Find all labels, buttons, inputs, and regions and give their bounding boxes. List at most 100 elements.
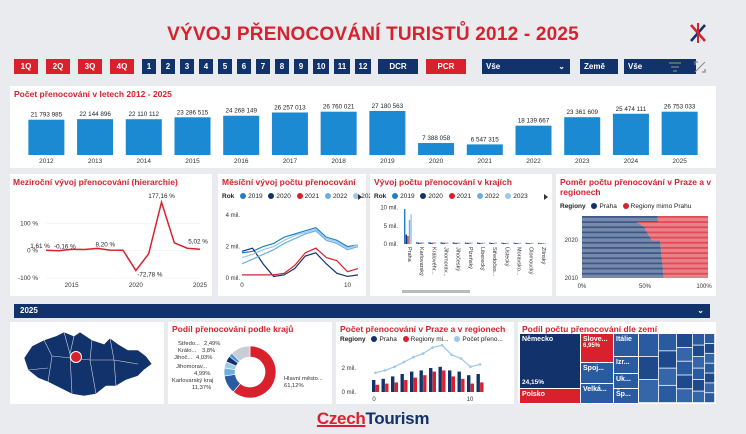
regions-legend-2020[interactable]: 2020	[428, 193, 443, 200]
share-bar-regions	[648, 233, 708, 235]
annual-value-label: 26 760 021	[323, 104, 355, 111]
filter-month-2-button[interactable]: 2	[161, 59, 175, 74]
filter-month-11-button[interactable]: 11	[334, 59, 350, 74]
monthly-legend-title: Rok	[222, 193, 235, 200]
regions-y-tick: 0 mil.	[384, 242, 399, 248]
regions-bar	[471, 242, 473, 244]
filter-month-1-button[interactable]: 1	[142, 59, 156, 74]
filter-month-12-button[interactable]: 12	[355, 59, 371, 74]
regions-bar	[516, 243, 519, 244]
filter-month-9-button[interactable]: 9	[294, 59, 308, 74]
pcr-button[interactable]: PCR	[426, 59, 466, 74]
monthly-legend-2020[interactable]: 2020	[276, 193, 291, 200]
share-bar-regions	[636, 222, 708, 224]
prague-regions-legend-count[interactable]: Počet přeno...	[462, 336, 503, 343]
share-bar-regions	[642, 225, 708, 227]
prague-regions-legend-title: Regiony	[340, 336, 366, 343]
treemap-cell-uk[interactable]: Velká...	[581, 384, 613, 403]
monthly-legend-2023[interactable]: 2023	[361, 193, 376, 200]
filter-month-3-button[interactable]: 3	[180, 59, 194, 74]
treemap-cell-izrael[interactable]: Izr...	[614, 357, 638, 373]
monthly-legend-2021[interactable]: 2021	[304, 193, 320, 200]
prague-regions-legend-regions[interactable]: Regiony mi...	[410, 336, 449, 343]
legend-dot-icon	[454, 336, 461, 342]
filter-q4-button[interactable]: 4Q	[110, 59, 134, 74]
regions-bar	[416, 241, 418, 244]
filter-icon[interactable]	[668, 61, 682, 73]
annual-x-tick: 2012	[39, 158, 54, 165]
filter-q2-button[interactable]: 2Q	[46, 59, 70, 74]
filter-q1-button[interactable]: 1Q	[14, 59, 38, 74]
treemap-small-cell	[705, 353, 715, 363]
filter-month-5-button[interactable]: 5	[218, 59, 232, 74]
treemap-cell-spanelsko[interactable]: Šp...	[614, 389, 638, 403]
prague-share-legend-title: Regiony	[560, 203, 586, 210]
focus-mode-icon[interactable]	[694, 61, 706, 73]
regions-bar	[445, 242, 447, 244]
treemap-cell-slovensko[interactable]: Slove... 6,95%	[581, 334, 613, 362]
filter-month-7-button[interactable]: 7	[256, 59, 270, 74]
annual-x-tick: 2023	[575, 158, 590, 165]
treemap-small-cells[interactable]	[639, 334, 715, 403]
treemap-cell-polsko[interactable]: Polsko	[520, 389, 580, 403]
share-bar-praha	[582, 263, 663, 264]
pr-line-point	[459, 357, 463, 360]
treemap-small-cell	[705, 363, 715, 373]
regions-legend-2021[interactable]: 2021	[456, 193, 472, 200]
regions-legend-2022[interactable]: 2022	[484, 193, 500, 200]
prague-regions-legend-praha[interactable]: Praha	[379, 336, 397, 343]
filter-q3-button[interactable]: 3Q	[78, 59, 102, 74]
treemap-cell-usa[interactable]: Spoj...	[581, 363, 613, 383]
treemap-cell-italie[interactable]: Itálie	[614, 334, 638, 356]
treemap-cell-ukrajina[interactable]: Uk...	[614, 374, 638, 388]
filter-select-2[interactable]: Vše	[624, 59, 696, 74]
share-bar-praha	[582, 220, 659, 222]
share-bar-regions	[660, 245, 708, 247]
year-selector[interactable]: 2025 ⌄	[14, 304, 710, 318]
regions-x-tick: Moravsko...	[516, 247, 522, 276]
filter-select-1[interactable]: Vše ⌄	[482, 59, 570, 74]
regions-bar	[464, 242, 467, 244]
annual-value-label: 21 793 985	[31, 112, 63, 119]
annual-chart-title: Počet přenocování v letech 2012 - 2025	[14, 89, 172, 99]
prague-share-legend-praha[interactable]: Praha	[599, 203, 617, 210]
legend-next-icon[interactable]	[543, 194, 549, 200]
regions-bar	[452, 242, 455, 244]
prague-share-title: Poměr počtu přenocování v Praze a v regi…	[560, 177, 712, 197]
czech-map[interactable]	[14, 324, 162, 402]
regions-x-tick: Ústecký	[503, 247, 510, 267]
pr-line-point	[440, 343, 444, 347]
dcr-button[interactable]: DCR	[378, 59, 418, 74]
share-bar-regions	[645, 229, 708, 231]
filter-month-8-button[interactable]: 8	[275, 59, 289, 74]
filter-month-6-button[interactable]: 6	[237, 59, 251, 74]
treemap-small-cell	[693, 357, 705, 368]
prague-share-legend-regions[interactable]: Regiony mimo Prahu	[630, 203, 692, 210]
regions-chart-title: Vývoj počtu přenocování v krajích	[374, 177, 512, 187]
share-bar-regions	[660, 242, 708, 243]
regions-legend-2023[interactable]: 2023	[513, 193, 528, 200]
regions-legend: Rok 2019 2020 2021 2022 2023	[374, 193, 528, 200]
treemap-cell-nemecko[interactable]: Německo 24,15%	[520, 334, 580, 388]
treemap-small-cell	[677, 334, 693, 347]
filter-month-4-button[interactable]: 4	[199, 59, 213, 74]
share-bar-regions	[663, 271, 708, 273]
share-bar-praha	[582, 247, 661, 248]
monthly-legend-2019[interactable]: 2019	[248, 193, 263, 200]
annual-x-tick: 2020	[429, 158, 444, 165]
legend-dot-icon	[324, 193, 331, 199]
share-bar-praha	[582, 218, 658, 220]
donut-label: Středo...	[178, 341, 200, 347]
monthly-legend-2022[interactable]: 2022	[332, 193, 348, 200]
monthly-y-tick: 2 mil.	[226, 245, 241, 251]
share-bar-praha	[582, 254, 662, 256]
monthly-line-2019	[241, 227, 359, 254]
filter-month-10-button[interactable]: 10	[313, 59, 329, 74]
treemap-small-cell	[693, 345, 705, 357]
annual-bar-2023	[564, 117, 601, 155]
legend-next-icon[interactable]	[357, 194, 363, 200]
regions-bar	[501, 242, 503, 244]
share-bar-praha	[582, 256, 662, 258]
country-select[interactable]: Země	[580, 59, 618, 74]
regions-legend-2019[interactable]: 2019	[400, 193, 415, 200]
